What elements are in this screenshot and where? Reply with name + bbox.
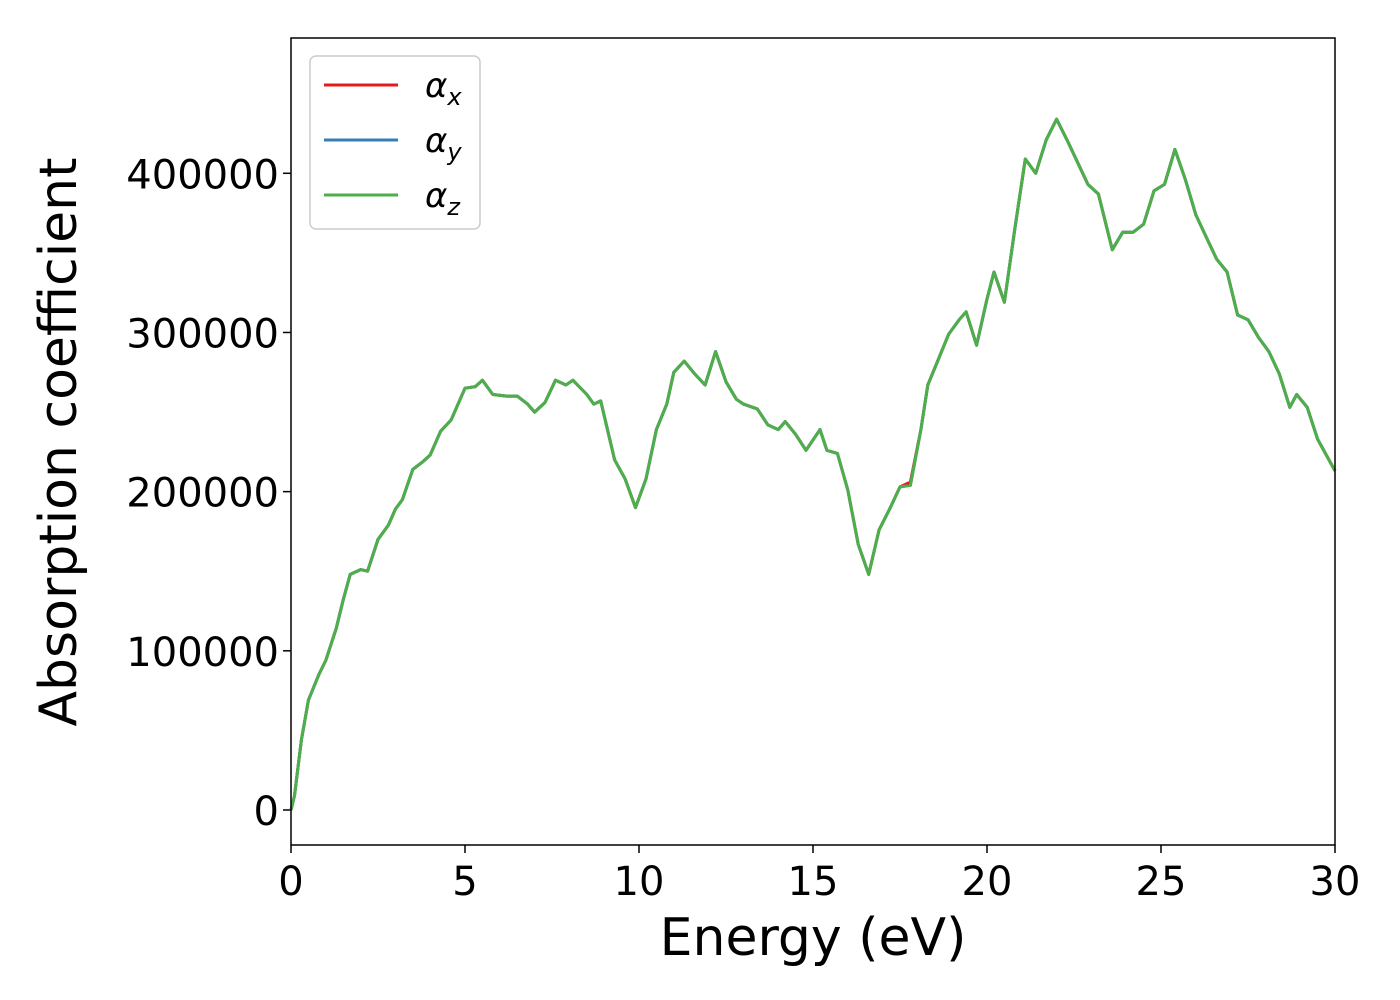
plot-frame	[290, 37, 1336, 846]
legend: αx αy αz	[309, 55, 481, 230]
x-tick-label: 25	[1136, 859, 1187, 905]
x-tick-label: 15	[788, 859, 839, 905]
x-axis-label: Energy (eV)	[660, 908, 967, 968]
data-line	[289, 117, 1337, 811]
x-tick-label: 20	[962, 859, 1013, 905]
y-tick-label: 100000	[126, 630, 279, 676]
x-tick-label: 30	[1310, 859, 1361, 905]
y-tick-label: 400000	[126, 152, 279, 198]
legend-label: αz	[425, 176, 461, 221]
legend-label: αx	[425, 66, 462, 111]
x-tick-label: 10	[614, 859, 665, 905]
legend-box	[309, 55, 481, 230]
y-tick-label: 200000	[126, 471, 279, 517]
y-tick-label: 0	[254, 789, 279, 835]
x-tick-label: 0	[278, 859, 303, 905]
legend-label: αy	[425, 121, 462, 166]
y-axis-label: Absorption coefficient	[29, 157, 89, 726]
y-tick-label: 300000	[126, 311, 279, 357]
x-tick-label: 5	[452, 859, 477, 905]
